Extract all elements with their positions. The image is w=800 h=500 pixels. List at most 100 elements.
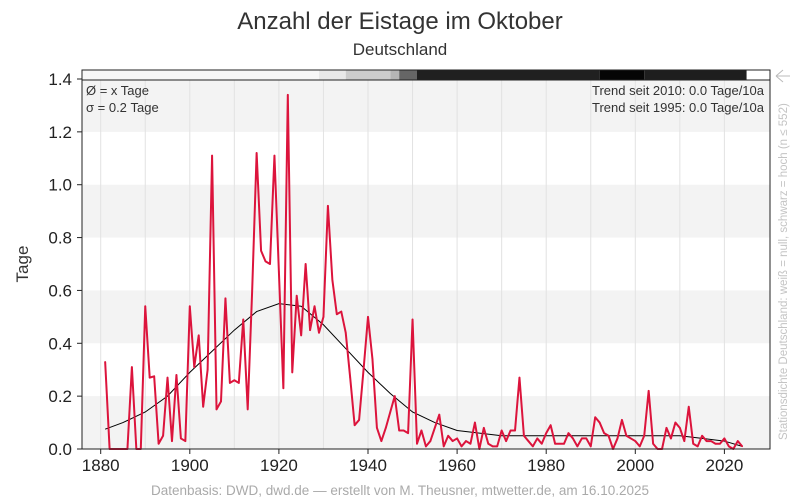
data-point-1914 (251, 289, 253, 292)
y-tick-label: 0.0 (48, 440, 72, 459)
data-point-1980 (545, 432, 547, 434)
data-point-1979 (540, 442, 543, 445)
data-point-1986 (572, 437, 574, 440)
data-point-1948 (402, 429, 405, 432)
y-tick-label: 1.0 (48, 176, 72, 195)
data-point-2019 (719, 442, 721, 445)
density-segment-0 (82, 70, 319, 80)
data-point-1993 (603, 432, 605, 434)
data-point-1998 (625, 434, 628, 437)
data-point-1910 (233, 379, 236, 382)
x-tick-label: 1980 (527, 456, 565, 475)
data-point-1918 (269, 263, 271, 265)
data-point-1894 (162, 434, 164, 437)
data-point-1949 (407, 432, 409, 434)
data-point-1905 (211, 154, 213, 157)
data-point-1913 (246, 408, 249, 411)
data-point-1915 (255, 152, 258, 154)
data-point-1990 (589, 445, 592, 448)
data-point-1899 (184, 440, 187, 442)
data-point-1934 (340, 310, 343, 313)
data-point-1991 (594, 416, 597, 419)
data-point-2010 (679, 427, 681, 429)
data-point-1962 (465, 440, 467, 442)
x-tick-label: 1960 (438, 456, 476, 475)
y-tick-label: 0.4 (48, 334, 72, 353)
shaded-band (82, 184, 770, 238)
data-point-1891 (148, 376, 151, 379)
data-point-2014 (696, 445, 699, 448)
data-point-1941 (371, 358, 374, 360)
y-tick-label: 1.4 (48, 70, 72, 89)
data-point-1887 (131, 366, 133, 368)
data-point-2007 (665, 427, 668, 429)
data-point-1957 (442, 445, 445, 448)
y-tick-label: 0.8 (48, 229, 72, 248)
data-point-1917 (264, 260, 267, 263)
data-point-1992 (598, 421, 601, 424)
data-point-1976 (527, 440, 530, 442)
data-point-2015 (701, 434, 703, 437)
data-point-2011 (683, 440, 686, 442)
data-point-2001 (638, 445, 641, 448)
data-point-1951 (416, 442, 418, 445)
data-point-1912 (242, 318, 245, 321)
density-segment-4 (399, 70, 418, 80)
x-tick-label: 2000 (616, 456, 654, 475)
data-point-1985 (567, 432, 570, 434)
data-point-1919 (273, 154, 276, 157)
data-point-1982 (554, 442, 556, 445)
data-point-1902 (197, 334, 200, 337)
data-point-2008 (670, 437, 672, 440)
density-segment-1 (318, 70, 346, 80)
x-tick-label: 1920 (260, 456, 298, 475)
data-point-1972 (509, 429, 512, 432)
data-point-1961 (460, 445, 463, 448)
data-point-1925 (300, 334, 302, 337)
data-point-1958 (447, 434, 449, 437)
data-point-1956 (438, 413, 441, 416)
data-point-1930 (322, 316, 325, 318)
footer-source: Datenbasis: DWD, dwd.de — erstellt von M… (151, 483, 649, 498)
data-point-1931 (327, 205, 329, 207)
data-point-2023 (736, 440, 739, 442)
plot-frame (81, 69, 771, 450)
data-point-2017 (710, 440, 712, 442)
density-segment-3 (390, 70, 400, 80)
data-point-1946 (393, 395, 396, 397)
trend-2010-annotation: Trend seit 2010: 0.0 Tage/10a (592, 83, 765, 98)
y-tick-label: 0.2 (48, 387, 72, 406)
data-point-1945 (389, 411, 392, 413)
data-point-1908 (224, 297, 227, 300)
data-point-1943 (380, 440, 383, 442)
data-point-1916 (260, 249, 262, 252)
data-point-1944 (385, 427, 387, 429)
data-point-1937 (353, 424, 356, 427)
density-segment-8 (746, 70, 769, 80)
data-point-1923 (291, 371, 294, 374)
data-point-1926 (304, 263, 307, 265)
trend-1995-annotation: Trend seit 1995: 0.0 Tage/10a (592, 100, 765, 115)
data-point-1955 (434, 427, 436, 429)
data-point-1942 (376, 427, 378, 429)
y-axis: 0.0 0.2 0.4 0.6 0.8 1.0 1.2 1.4 (48, 70, 82, 459)
data-point-1909 (229, 382, 231, 384)
data-point-1960 (456, 437, 458, 440)
data-point-1896 (171, 440, 173, 442)
x-tick-label: 1940 (349, 456, 387, 475)
data-point-1904 (206, 368, 209, 371)
data-point-1907 (220, 400, 222, 403)
data-point-1975 (523, 434, 525, 437)
data-point-1900 (189, 305, 191, 308)
data-point-1971 (505, 440, 507, 442)
density-segment-7 (644, 70, 747, 80)
data-point-2024 (741, 445, 744, 448)
data-point-2003 (647, 390, 650, 392)
data-point-1898 (180, 437, 182, 440)
data-point-1932 (331, 279, 334, 281)
x-axis: 1880 1900 1920 1940 1960 1980 2000 2020 (82, 449, 743, 475)
data-point-2004 (652, 442, 654, 445)
data-point-1895 (166, 376, 169, 379)
data-point-1984 (563, 442, 565, 445)
data-point-1938 (358, 419, 360, 421)
